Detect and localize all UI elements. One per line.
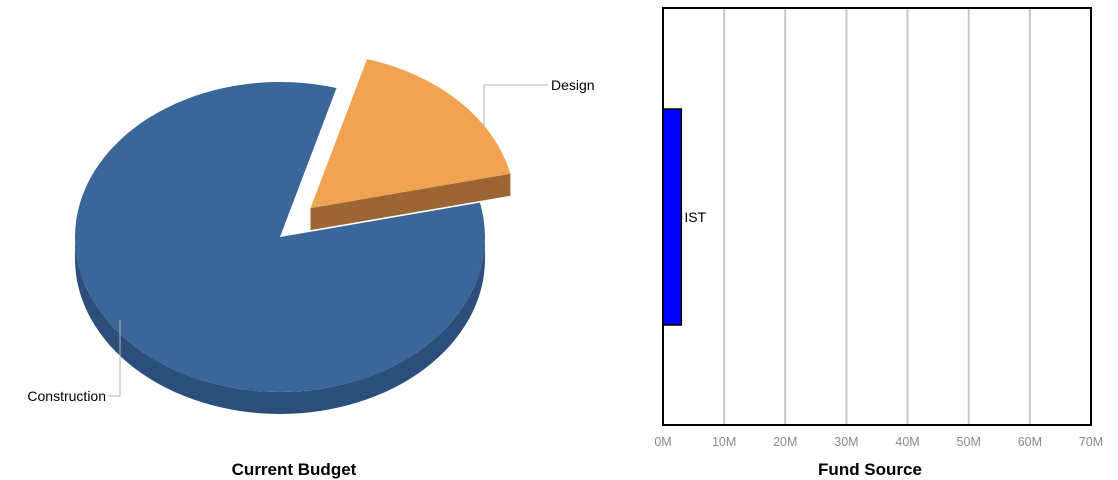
pie-slice-design[interactable] [310, 59, 511, 231]
x-tick-label: 10M [712, 435, 736, 449]
pie-slice-design-top [310, 59, 511, 209]
bar-chart-title: Fund Source [818, 460, 922, 479]
pie-leader-line-design [480, 84, 548, 126]
x-tick-label: 30M [834, 435, 858, 449]
bar-chart-x-tick-labels: 0M 10M 20M 30M 40M 50M 60M 70M [654, 435, 1103, 449]
x-tick-label: 40M [895, 435, 919, 449]
x-tick-label: 20M [773, 435, 797, 449]
pie-leader-line-construction [108, 320, 121, 397]
bar-label-ist: IST [684, 209, 706, 225]
pie-slice-construction-top [74, 81, 486, 392]
bar-chart-gridlines [662, 8, 1092, 425]
pie-label-construction: Construction [27, 388, 106, 404]
x-tick-label: 0M [654, 435, 671, 449]
bar-ist[interactable] [662, 108, 683, 326]
x-tick-label: 70M [1079, 435, 1103, 449]
pie-label-design: Design [551, 77, 595, 93]
pie-chart: Design Construction Current Budget [27, 59, 595, 479]
pie-slice-design-side [310, 173, 511, 231]
x-tick-label: 50M [957, 435, 981, 449]
pie-slice-construction[interactable] [74, 81, 486, 414]
bar-chart-plot-frame [662, 7, 1092, 426]
bar-chart: 0M 10M 20M 30M 40M 50M 60M 70M IST Fund Source [654, 7, 1103, 479]
pie-chart-title: Current Budget [232, 460, 357, 479]
x-tick-label: 60M [1018, 435, 1042, 449]
